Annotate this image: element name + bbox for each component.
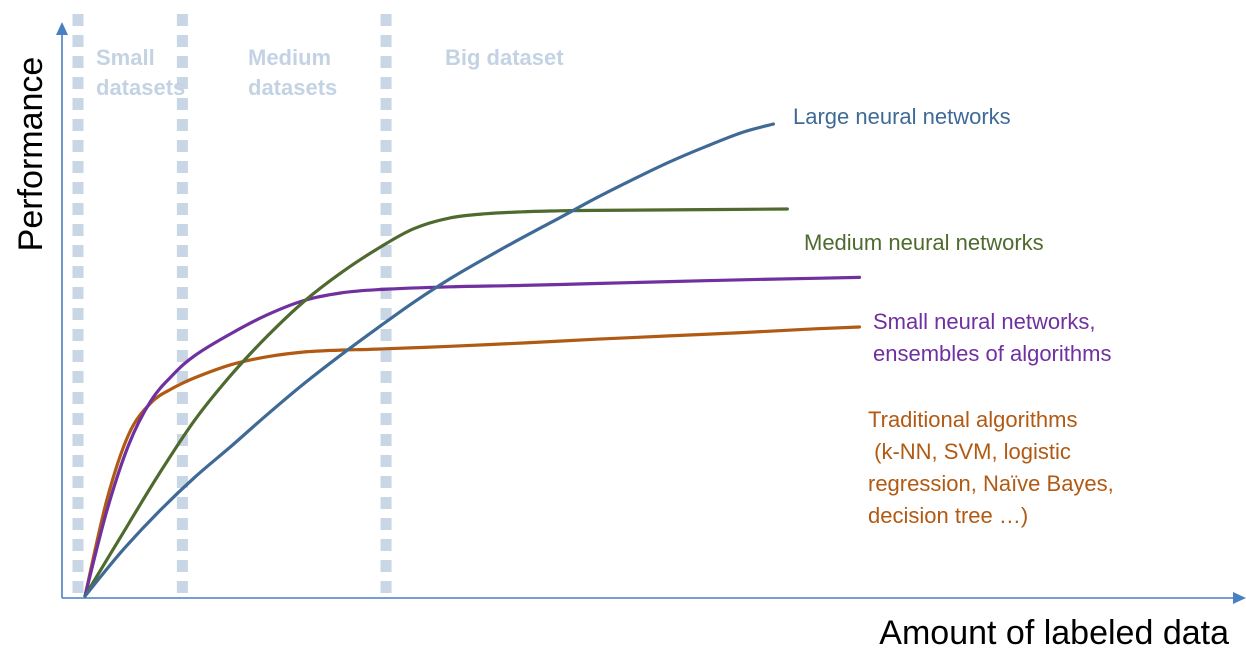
series-label-line: (k-NN, SVM, logistic (868, 439, 1071, 464)
y-axis-title: Performance (12, 57, 50, 252)
dataset-size-dividers (72, 14, 392, 598)
medium-nn-label: Medium neural networks (804, 230, 1044, 255)
series-label-line: regression, Naïve Bayes, (868, 471, 1114, 496)
traditional-algorithms-line (83, 325, 862, 598)
region-label-small: Small datasets (96, 45, 185, 100)
x-axis-title: Amount of labeled data (879, 614, 1229, 651)
series-label-line: Traditional algorithms (868, 407, 1078, 432)
series-label-line: decision tree …) (868, 503, 1028, 528)
dataset-size-region-labels: Small datasets Medium datasets Big dataset (96, 45, 564, 100)
series-label-line: ensembles of algorithms (873, 341, 1111, 366)
small-nn-line (83, 275, 862, 598)
region-label-line: datasets (248, 75, 337, 100)
region-label-medium: Medium datasets (248, 45, 337, 100)
axes: Amount of labeled data Performance (12, 22, 1246, 651)
y-axis-arrowhead (56, 22, 68, 35)
traditional-algorithms-label: Traditional algorithms (k-NN, SVM, logis… (868, 407, 1114, 528)
series-lines (83, 122, 862, 598)
region-label-line: Big dataset (445, 45, 564, 70)
series-label-line: Small neural networks, (873, 309, 1096, 334)
large-nn-line (83, 122, 775, 598)
region-label-line: Small (96, 45, 155, 70)
x-axis-arrowhead (1233, 592, 1246, 604)
region-label-big: Big dataset (445, 45, 564, 70)
small-nn-label: Small neural networks, ensembles of algor… (873, 309, 1111, 366)
region-label-line: Medium (248, 45, 331, 70)
series-label-line: Medium neural networks (804, 230, 1044, 255)
large-nn-label: Large neural networks (793, 104, 1011, 129)
region-label-line: datasets (96, 75, 185, 100)
medium-nn-line (83, 207, 789, 598)
series-labels: Large neural networks Medium neural netwo… (793, 104, 1114, 528)
series-label-line: Large neural networks (793, 104, 1011, 129)
